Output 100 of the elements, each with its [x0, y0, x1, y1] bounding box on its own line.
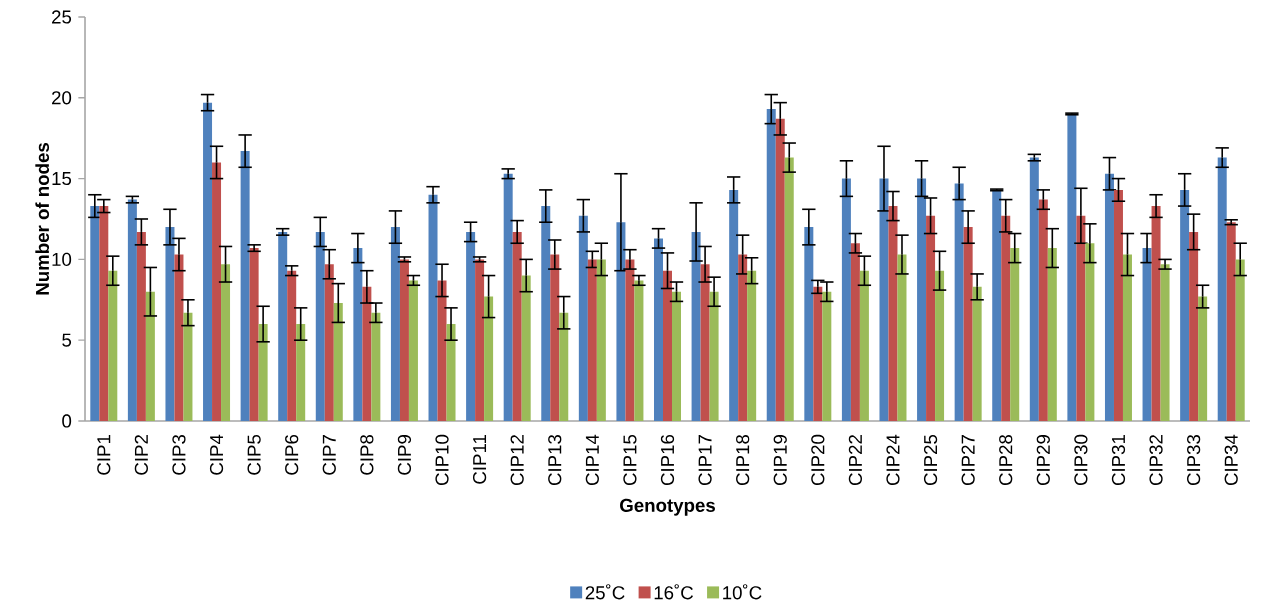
bar: [1010, 248, 1020, 421]
bar: [1217, 157, 1227, 421]
bar: [634, 280, 644, 421]
bar: [221, 264, 231, 421]
bar: [850, 243, 860, 421]
bar: [296, 324, 306, 421]
bar: [992, 189, 1002, 421]
bar: [541, 206, 551, 421]
bar: [784, 157, 794, 421]
x-tick-label: CIP3: [172, 434, 186, 475]
bar: [1076, 215, 1086, 421]
bar: [700, 264, 710, 421]
bar: [437, 280, 447, 421]
bar: [587, 259, 597, 421]
bar: [108, 270, 118, 421]
x-tick-label: CIP27: [961, 435, 975, 486]
bar: [663, 270, 672, 421]
x-tick-label: CIP28: [999, 434, 1013, 486]
bar: [917, 178, 927, 421]
bar: [333, 303, 343, 421]
bar: [963, 227, 973, 421]
bar: [371, 312, 381, 421]
bar: [145, 291, 155, 421]
bar: [127, 199, 137, 421]
y-tick-label: 0: [62, 414, 72, 428]
bar: [672, 291, 681, 421]
bar: [596, 259, 606, 421]
bar: [625, 259, 635, 421]
bar: [1189, 231, 1199, 421]
y-tick-label: 20: [52, 91, 72, 105]
x-tick-label: CIP7: [322, 435, 336, 475]
x-tick-label: CIP33: [1187, 434, 1201, 486]
bar: [1038, 199, 1048, 421]
bar: [616, 222, 626, 421]
bar: [503, 173, 513, 421]
bar: [897, 254, 907, 421]
bar: [954, 183, 964, 421]
bar: [408, 280, 418, 421]
bar: [972, 286, 982, 421]
y-tick-label: 10: [52, 252, 72, 266]
bar: [813, 286, 823, 421]
bar: [578, 215, 588, 421]
x-axis-title: Genotypes: [620, 498, 715, 516]
y-tick-label: 15: [52, 172, 72, 186]
bar: [1122, 254, 1132, 421]
x-tick-label: CIP18: [736, 434, 750, 486]
bar: [475, 259, 485, 421]
y-tick-label: 5: [62, 333, 72, 347]
bar: [258, 324, 268, 421]
x-tick-label: CIP32: [1149, 435, 1163, 486]
bar: [174, 254, 184, 421]
bar: [888, 206, 898, 421]
bar: [1047, 248, 1057, 421]
bar: [90, 206, 100, 421]
bar: [747, 270, 757, 421]
bar: [1142, 248, 1152, 421]
x-tick-label: CIP19: [773, 435, 787, 486]
bar: [1029, 157, 1039, 421]
x-tick-label: CIP20: [811, 434, 825, 486]
bar: [550, 254, 560, 421]
bar: [183, 312, 193, 421]
bar: [1067, 113, 1077, 421]
bar: [362, 286, 372, 421]
bar: [879, 178, 889, 421]
bar: [859, 270, 869, 421]
bar: [399, 259, 409, 421]
bar: [324, 264, 334, 421]
x-tick-label: CIP1: [97, 435, 111, 475]
bar: [1085, 243, 1095, 421]
bar: [240, 151, 250, 421]
bar: [559, 312, 569, 421]
bar: [1160, 264, 1170, 421]
bar: [709, 291, 719, 421]
bar: [1113, 189, 1123, 421]
x-tick-label: CIP8: [360, 434, 374, 475]
x-tick-label: CIP17: [698, 435, 712, 486]
bar: [203, 102, 213, 421]
x-tick-label: CIP29: [1036, 435, 1050, 486]
bar: [822, 291, 832, 421]
bar: [136, 231, 146, 421]
bar: [287, 270, 297, 421]
bar: [691, 231, 701, 421]
bar: [1151, 206, 1161, 421]
bar: [766, 109, 776, 421]
bar: [466, 231, 476, 421]
x-tick-label: CIP6: [285, 434, 299, 475]
y-tick-label: 25: [52, 10, 72, 24]
x-tick-label: CIP16: [660, 434, 675, 486]
bar: [1104, 173, 1114, 421]
x-tick-label: CIP22: [848, 435, 863, 486]
bar: [212, 162, 222, 421]
x-tick-label: CIP31: [1111, 435, 1126, 486]
x-tick-label: CIP15: [623, 434, 637, 486]
x-tick-label: CIP10: [435, 434, 449, 486]
x-tick-label: CIP12: [510, 435, 524, 486]
bar: [446, 324, 456, 421]
bar: [512, 231, 522, 421]
bar: [926, 215, 936, 421]
bar: [804, 227, 814, 421]
bar: [353, 248, 363, 421]
